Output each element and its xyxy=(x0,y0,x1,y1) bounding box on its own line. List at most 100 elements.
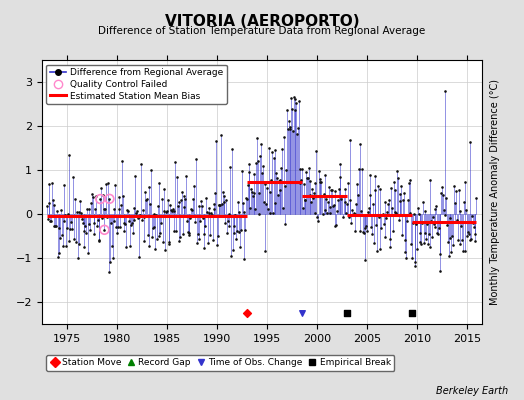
Point xyxy=(242,195,250,201)
Point xyxy=(266,188,275,195)
Point xyxy=(472,195,481,201)
Point xyxy=(346,197,355,204)
Point xyxy=(104,180,112,186)
Point xyxy=(411,262,420,269)
Point xyxy=(223,229,231,236)
Point xyxy=(259,199,268,205)
Point xyxy=(377,224,386,231)
Point xyxy=(76,198,84,204)
Point xyxy=(70,235,79,242)
Point xyxy=(110,206,118,212)
Point xyxy=(165,239,173,246)
Point xyxy=(239,256,248,262)
Point xyxy=(303,175,311,181)
Point xyxy=(277,165,286,172)
Point xyxy=(397,183,406,189)
Point xyxy=(231,230,239,236)
Point xyxy=(358,166,366,172)
Point xyxy=(365,172,374,178)
Point xyxy=(296,180,304,186)
Point xyxy=(77,209,85,216)
Point xyxy=(403,196,412,203)
Point xyxy=(222,197,231,203)
Point xyxy=(59,243,67,249)
Point xyxy=(352,201,361,208)
Point xyxy=(331,223,340,229)
Point xyxy=(433,230,441,236)
Point xyxy=(355,166,363,173)
Point xyxy=(80,244,88,251)
Point xyxy=(291,96,300,102)
Point xyxy=(233,228,241,234)
Point xyxy=(216,202,224,208)
Point xyxy=(359,230,368,236)
Point xyxy=(67,219,75,226)
Point xyxy=(69,174,77,180)
Point xyxy=(199,214,207,221)
Point xyxy=(110,218,118,224)
Point xyxy=(300,196,309,203)
Point xyxy=(301,197,310,203)
Point xyxy=(121,221,129,228)
Point xyxy=(155,180,163,187)
Point xyxy=(174,238,183,244)
Point xyxy=(297,177,305,183)
Point xyxy=(344,179,352,186)
Point xyxy=(47,218,56,224)
Point xyxy=(436,251,444,257)
Point xyxy=(107,219,115,226)
Point xyxy=(288,106,296,112)
Point xyxy=(286,126,294,132)
Point xyxy=(330,188,339,194)
Point xyxy=(238,200,247,206)
Point xyxy=(309,195,317,202)
Point xyxy=(71,196,80,202)
Point xyxy=(310,190,318,197)
Point xyxy=(396,198,405,204)
Point xyxy=(160,185,169,192)
Point xyxy=(395,191,403,198)
Point xyxy=(332,222,341,228)
Point xyxy=(440,212,449,218)
Point xyxy=(355,228,364,234)
Point xyxy=(58,232,66,238)
Point xyxy=(163,196,172,203)
Point xyxy=(210,201,219,208)
Legend: Station Move, Record Gap, Time of Obs. Change, Empirical Break: Station Move, Record Gap, Time of Obs. C… xyxy=(47,355,395,371)
Point xyxy=(380,198,389,205)
Point xyxy=(104,268,113,275)
Point xyxy=(194,236,203,242)
Point xyxy=(413,246,421,253)
Point xyxy=(138,217,146,224)
Point xyxy=(438,184,446,190)
Point xyxy=(407,241,416,247)
Point xyxy=(100,227,108,233)
Point xyxy=(281,182,290,189)
Point xyxy=(153,236,161,242)
Point xyxy=(208,212,216,218)
Point xyxy=(428,234,436,240)
Point xyxy=(168,208,176,214)
Point xyxy=(432,203,440,209)
Point xyxy=(200,245,209,251)
Point xyxy=(108,255,117,261)
Point xyxy=(302,169,310,176)
Point xyxy=(353,181,361,188)
Point xyxy=(314,218,322,224)
Point xyxy=(81,223,90,229)
Point xyxy=(252,160,260,166)
Point xyxy=(167,207,176,213)
Point xyxy=(141,189,149,195)
Point xyxy=(389,228,397,234)
Point xyxy=(410,211,418,217)
Point xyxy=(243,196,251,202)
Point xyxy=(263,184,271,191)
Point xyxy=(382,215,390,221)
Point xyxy=(450,183,458,190)
Point xyxy=(468,220,477,226)
Point xyxy=(159,208,168,214)
Point xyxy=(471,231,479,237)
Point xyxy=(201,222,210,229)
Point xyxy=(171,159,180,166)
Point xyxy=(387,185,396,191)
